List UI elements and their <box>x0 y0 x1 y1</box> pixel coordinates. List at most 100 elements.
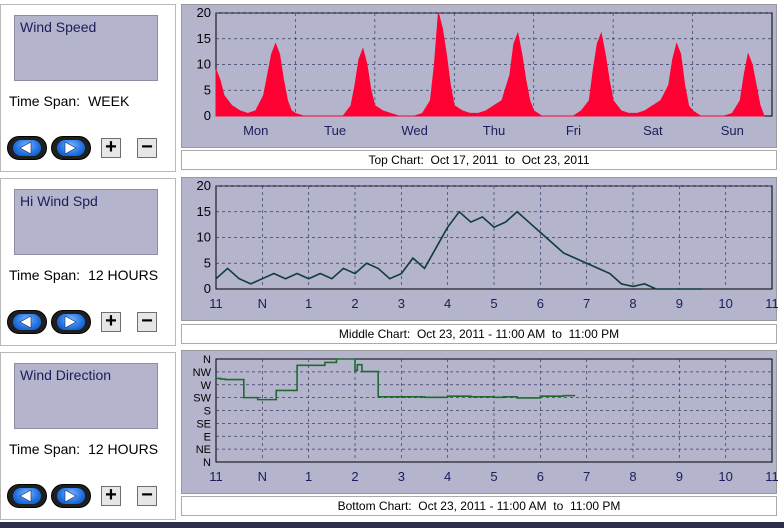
zoom-out-button-top[interactable]: − <box>137 137 157 158</box>
time-span-value: 12 HOURS <box>88 267 159 283</box>
x-tick-label: 2 <box>351 296 358 311</box>
y-tick-label: W <box>201 380 212 392</box>
right-arrow-icon <box>64 490 77 502</box>
variable-selector-bottom[interactable]: Wind Direction <box>14 363 158 429</box>
x-tick-label: 11 <box>209 296 223 311</box>
forward-button-bottom[interactable] <box>51 484 91 508</box>
x-tick-label: Fri <box>566 123 581 138</box>
x-tick-label: 11 <box>765 469 778 484</box>
x-tick-label: 11 <box>209 469 223 484</box>
caption-to: 11:00 PM <box>569 499 621 513</box>
x-tick-label: 1 <box>305 469 312 484</box>
x-tick-label: Sun <box>721 123 744 138</box>
y-tick-label: 5 <box>204 82 211 97</box>
caption-from: Oct 17, 2011 <box>430 153 499 167</box>
time-span-value: WEEK <box>88 93 130 109</box>
back-button-bottom[interactable] <box>7 484 47 508</box>
series-area <box>215 12 765 117</box>
x-tick-label: Thu <box>483 123 505 138</box>
back-button-middle[interactable] <box>7 310 47 334</box>
variable-selector-label: Wind Direction <box>20 367 112 383</box>
variable-selector-label: Wind Speed <box>20 19 97 35</box>
control-panel-bottom: Wind Direction Time Span: 12 HOURS + − <box>0 352 176 520</box>
time-span-label: Time Span: <box>9 93 81 109</box>
x-tick-label: 7 <box>583 469 590 484</box>
x-tick-label: 7 <box>583 296 590 311</box>
x-tick-label: Sat <box>643 123 663 138</box>
time-span-bottom: Time Span: 12 HOURS <box>9 441 158 457</box>
right-arrow-icon <box>64 142 77 154</box>
x-tick-label: 4 <box>444 296 451 311</box>
x-tick-label: 6 <box>537 469 544 484</box>
y-tick-label: 20 <box>197 178 211 193</box>
zoom-out-button-bottom[interactable]: − <box>137 485 157 506</box>
chart-panel-top[interactable]: 0 5 10 15 20 Mon Tue Wed Thu Fri Sat Sun <box>181 4 777 148</box>
zoom-out-button-middle[interactable]: − <box>137 311 157 332</box>
x-tick-label: 8 <box>629 296 636 311</box>
x-tick-label: 3 <box>398 296 405 311</box>
y-tick-label: N <box>203 457 211 469</box>
caption-to-word: to <box>505 153 516 167</box>
forward-button-middle[interactable] <box>51 310 91 334</box>
y-tick-label: 15 <box>197 204 211 219</box>
time-span-label: Time Span: <box>9 441 81 457</box>
variable-selector-top[interactable]: Wind Speed <box>14 15 158 81</box>
y-tick-label: N <box>203 354 211 366</box>
x-tick-label: 9 <box>676 296 683 311</box>
x-tick-label: 8 <box>629 469 636 484</box>
y-tick-label: 0 <box>204 108 211 123</box>
time-span-top: Time Span: WEEK <box>9 93 129 109</box>
forward-button-top[interactable] <box>51 136 91 160</box>
back-button-top[interactable] <box>7 136 47 160</box>
zoom-in-button-middle[interactable]: + <box>101 311 121 332</box>
zoom-in-button-top[interactable]: + <box>101 137 121 158</box>
x-tick-label: 5 <box>490 296 497 311</box>
caption-middle: Middle Chart: Oct 23, 2011 - 11:00 AM to… <box>181 324 777 344</box>
x-tick-label: 10 <box>718 469 732 484</box>
zoom-in-button-bottom[interactable]: + <box>101 485 121 506</box>
caption-bottom: Bottom Chart: Oct 23, 2011 - 11:00 AM to… <box>181 496 777 516</box>
wind-speed-chart[interactable]: 0 5 10 15 20 Mon Tue Wed Thu Fri Sat Sun <box>182 5 778 149</box>
x-tick-label: 1 <box>305 296 312 311</box>
y-tick-label: 10 <box>197 230 211 245</box>
caption-to: 11:00 PM <box>568 327 620 341</box>
x-tick-label: 4 <box>444 469 451 484</box>
series-line <box>215 210 703 290</box>
x-tick-label: N <box>258 469 267 484</box>
caption-top: Top Chart: Oct 17, 2011 to Oct 23, 2011 <box>181 150 777 170</box>
x-tick-label: 5 <box>490 469 497 484</box>
left-arrow-icon <box>19 142 32 154</box>
caption-prefix: Bottom Chart: <box>337 499 412 513</box>
series-line <box>216 358 576 401</box>
window-bottom-bar <box>0 522 784 528</box>
time-span-label: Time Span: <box>9 267 81 283</box>
hi-wind-speed-chart[interactable]: 0 5 10 15 20 11 N 1 2 3 4 5 6 7 8 9 10 11 <box>182 178 778 322</box>
variable-selector-middle[interactable]: Hi Wind Spd <box>14 189 158 255</box>
left-arrow-icon <box>19 316 32 328</box>
y-tick-label: NE <box>196 444 211 456</box>
y-tick-label: 15 <box>197 31 211 46</box>
y-tick-label: 0 <box>204 281 211 296</box>
chart-panel-middle[interactable]: 0 5 10 15 20 11 N 1 2 3 4 5 6 7 8 9 10 11 <box>181 177 778 322</box>
caption-prefix: Top Chart: <box>368 153 424 167</box>
time-span-value: 12 HOURS <box>88 441 159 457</box>
caption-to: Oct 23, 2011 <box>521 153 590 167</box>
x-tick-label: 2 <box>351 469 358 484</box>
y-tick-label: 5 <box>204 255 211 270</box>
x-tick-label: 9 <box>676 469 683 484</box>
caption-prefix: Middle Chart: <box>338 327 411 341</box>
chart-panel-bottom[interactable]: N NW W SW S SE E NE N 11 N 1 2 3 4 5 6 7 8 9 10 11 <box>181 350 778 495</box>
x-tick-label: 6 <box>537 296 544 311</box>
y-tick-label: SW <box>193 393 211 405</box>
control-panel-top: Wind Speed Time Span: WEEK + − <box>0 4 176 172</box>
control-panel-middle: Hi Wind Spd Time Span: 12 HOURS + − <box>0 178 176 346</box>
caption-from: Oct 23, 2011 - 11:00 AM <box>418 499 547 513</box>
variable-selector-label: Hi Wind Spd <box>20 193 98 209</box>
y-tick-label: 10 <box>197 57 211 72</box>
caption-to-word: to <box>551 327 562 341</box>
time-span-middle: Time Span: 12 HOURS <box>9 267 158 283</box>
x-tick-label: Tue <box>324 123 346 138</box>
y-tick-label: E <box>204 431 211 443</box>
left-arrow-icon <box>19 490 32 502</box>
